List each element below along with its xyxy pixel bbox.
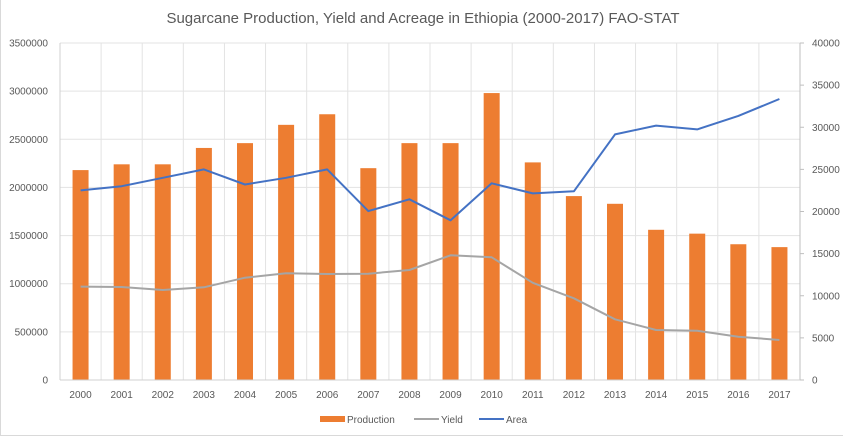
legend-swatch-production	[320, 416, 345, 422]
y2-tick-label: 5000	[812, 333, 835, 344]
legend-item-production[interactable]: Production	[320, 415, 395, 426]
x-tick-label: 2012	[563, 390, 586, 401]
x-tick-label: 2017	[768, 390, 791, 401]
x-tick-label: 2014	[645, 390, 668, 401]
bar-production	[401, 143, 418, 380]
legend-label-yield: Yield	[441, 415, 463, 426]
chart-title: Sugarcane Production, Yield and Acreage …	[166, 10, 679, 27]
legend-item-area[interactable]: Area	[479, 415, 528, 426]
x-tick-label: 2011	[522, 390, 544, 401]
x-tick-label: 2010	[481, 390, 504, 401]
x-tick-label: 2009	[439, 390, 462, 401]
bar-production	[648, 229, 665, 380]
x-tick-label: 2000	[69, 390, 92, 401]
x-tick-label: 2007	[357, 390, 380, 401]
bar-production	[237, 143, 253, 380]
y2-tick-label: 30000	[812, 123, 840, 134]
y2-tick-label: 10000	[812, 291, 840, 302]
x-tick-label: 2003	[193, 390, 216, 401]
x-tick-label: 2016	[727, 390, 750, 401]
bar-production	[319, 114, 336, 380]
gridlines	[60, 42, 800, 380]
x-tick-label: 2004	[234, 390, 257, 401]
legend-label-production: Production	[347, 415, 395, 426]
bar-production	[442, 143, 459, 380]
bar-production	[195, 147, 212, 380]
y-tick-label: 1000000	[9, 279, 48, 290]
y-tick-label: 3000000	[9, 87, 48, 98]
y2-tick-label: 40000	[812, 39, 840, 50]
bar-production	[72, 170, 89, 380]
bar-production	[483, 93, 500, 380]
x-tick-label: 2001	[111, 390, 134, 401]
bar-production	[689, 233, 706, 380]
line-area	[80, 98, 780, 222]
y-tick-label: 2000000	[9, 183, 48, 194]
y2-tick-label: 25000	[812, 165, 840, 176]
y-tick-label: 2500000	[9, 135, 48, 146]
bar-production	[771, 247, 788, 380]
x-tick-label: 2002	[152, 390, 175, 401]
axes: 0 500000 1000000 1500000 2000000 2500000 30000…	[9, 39, 840, 402]
bar-production	[113, 164, 130, 380]
legend: Production Yield Area	[320, 415, 528, 426]
x-tick-label: 2008	[398, 390, 421, 401]
bar-production	[565, 196, 582, 380]
series-lines	[80, 98, 780, 341]
y-tick-label: 3500000	[9, 39, 48, 50]
y-tick-label: 0	[42, 376, 48, 387]
y-tick-label: 500000	[15, 327, 49, 338]
legend-item-yield[interactable]: Yield	[414, 415, 463, 426]
y2-tick-label: 35000	[812, 81, 840, 92]
y2-tick-label: 20000	[812, 207, 840, 218]
x-tick-label: 2006	[316, 390, 339, 401]
bar-production	[607, 203, 623, 380]
x-tick-label: 2005	[275, 390, 298, 401]
x-tick-label: 2013	[604, 390, 627, 401]
y2-tick-label: 0	[812, 376, 818, 387]
y-tick-label: 1500000	[9, 231, 48, 242]
bar-production	[278, 124, 295, 380]
bar-production	[524, 162, 541, 380]
line-yield	[80, 254, 780, 341]
x-tick-label: 2015	[686, 390, 709, 401]
y2-tick-label: 15000	[812, 249, 840, 260]
bar-production	[730, 244, 747, 380]
legend-label-area: Area	[506, 415, 528, 426]
bar-production	[154, 164, 171, 380]
